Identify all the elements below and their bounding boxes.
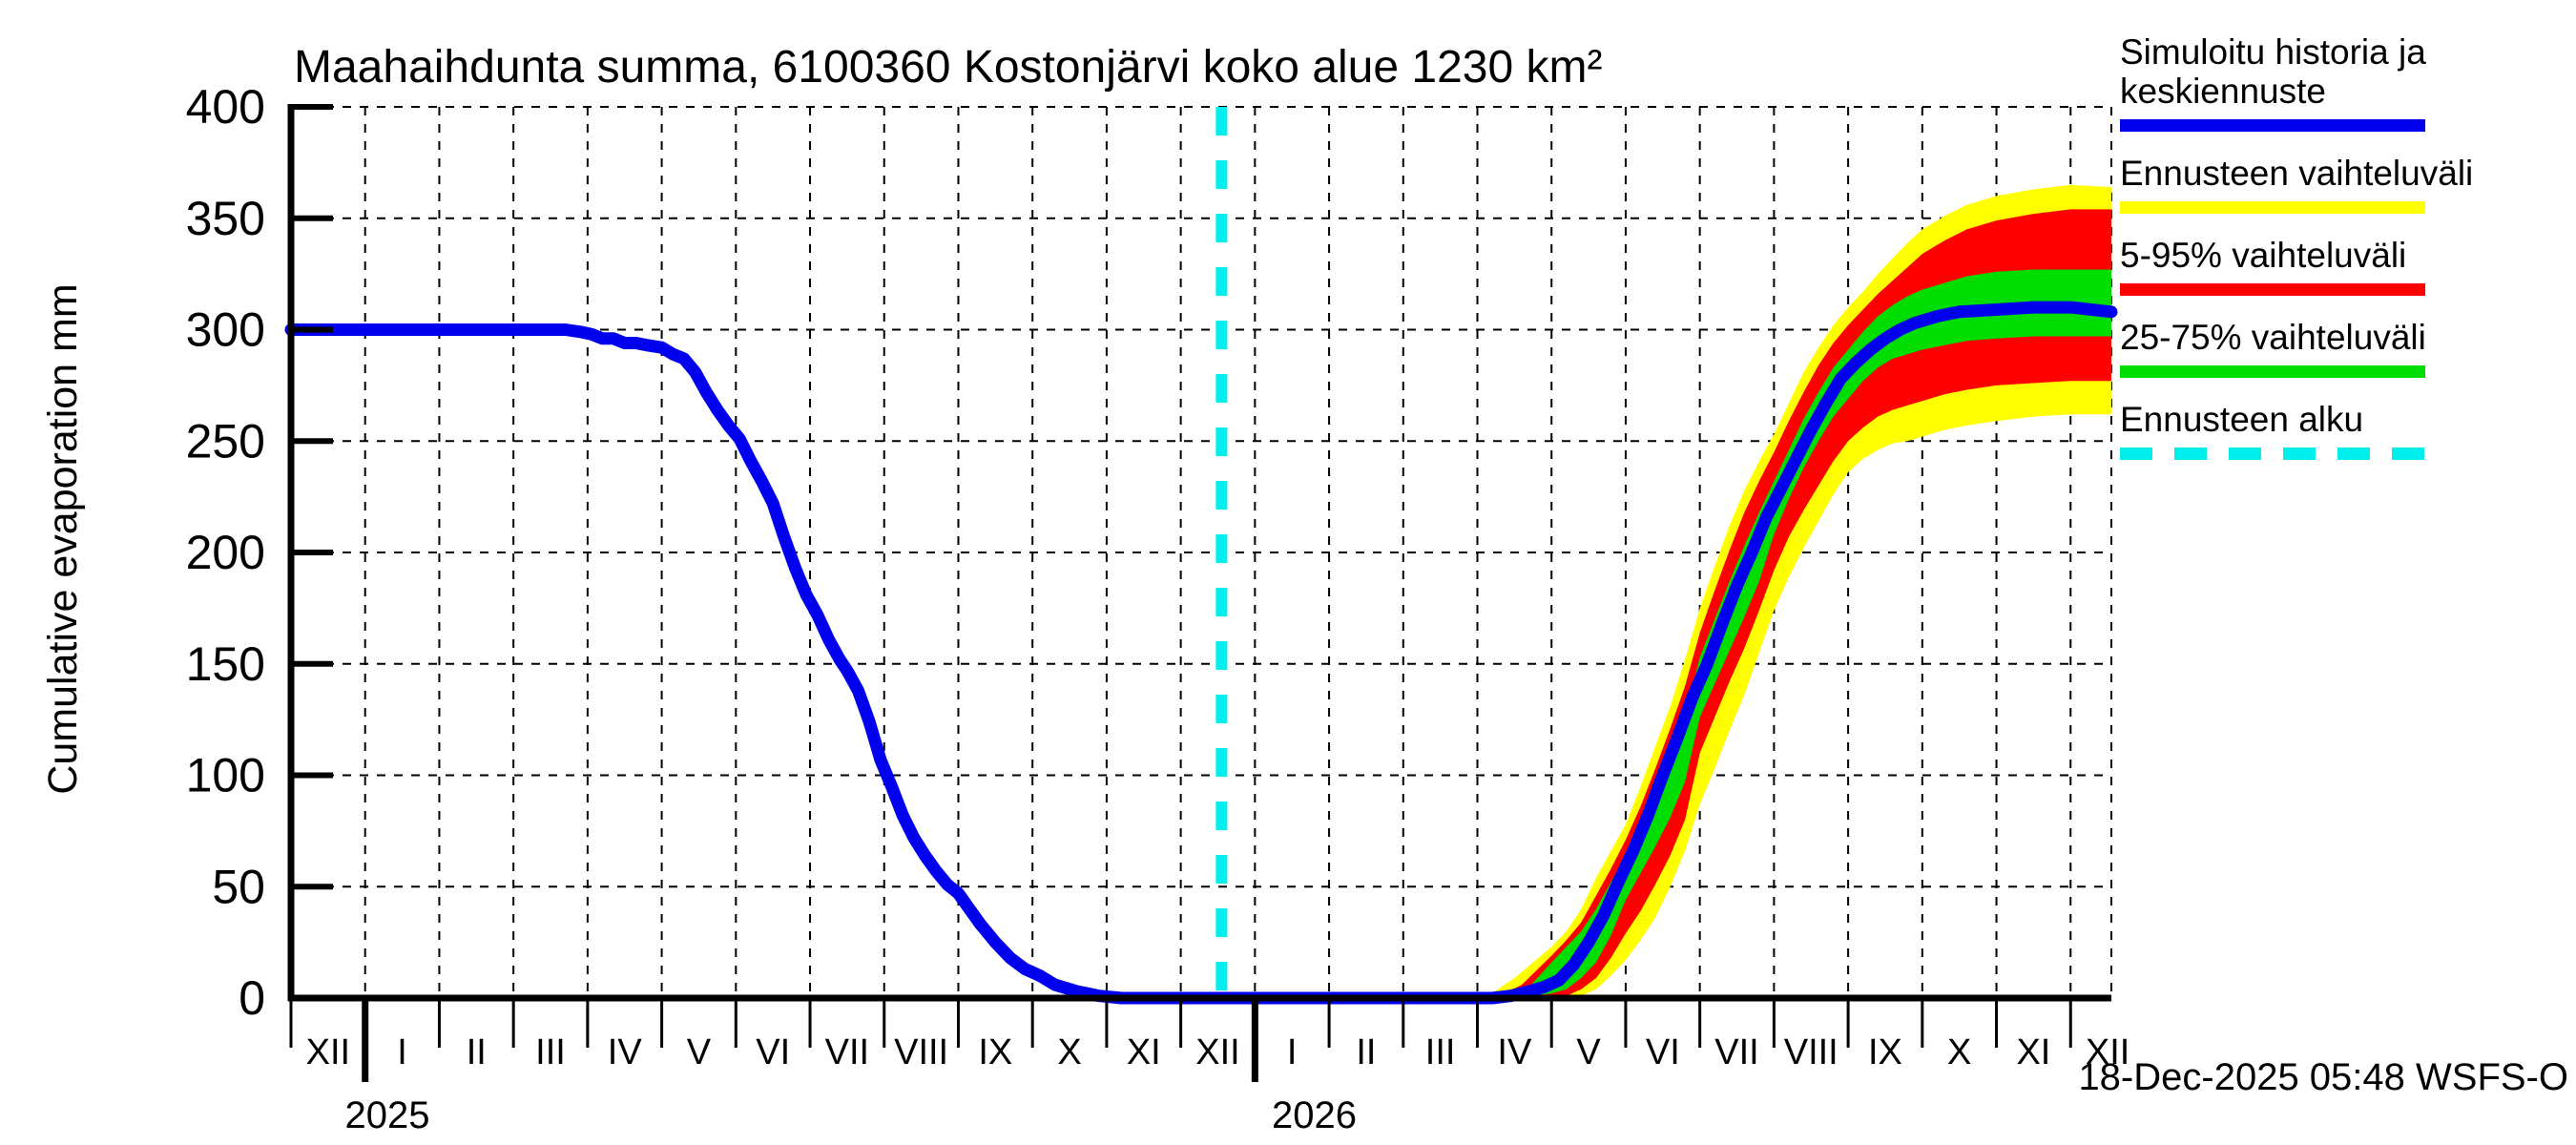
y-tick-label: 350 (186, 192, 265, 245)
x-tick-label: V (1576, 1032, 1601, 1072)
axes (287, 104, 2111, 1082)
legend-label: Ennusteen vaihteluväli (2120, 154, 2474, 193)
legend-line-sample-red (2120, 283, 2425, 296)
x-year-label: 2025 (345, 1094, 430, 1136)
legend-line-sample-yellow (2120, 201, 2425, 214)
legend-line-sample-green (2120, 365, 2425, 378)
legend-entry-25-75: 25-75% vaihteluväli (2120, 318, 2573, 378)
x-tick-label: IX (978, 1032, 1012, 1072)
y-tick-label: 0 (239, 971, 265, 1025)
x-tick-label: V (687, 1032, 712, 1072)
y-axis-title: Cumulative evaporation mm (40, 283, 86, 794)
y-tick-label: 200 (186, 526, 265, 579)
x-tick-label: VII (825, 1032, 869, 1072)
x-tick-label: II (1356, 1032, 1376, 1072)
x-tick-label: XII (306, 1032, 350, 1072)
legend-line-sample-cyan-dashed (2120, 448, 2425, 460)
x-tick-label: XII (1195, 1032, 1239, 1072)
x-tick-label: XI (2016, 1032, 2050, 1072)
legend-label: Simuloitu historia ja keskiennuste (2120, 32, 2426, 111)
legend-label: Ennusteen alku (2120, 400, 2364, 439)
legend: Simuloitu historia ja keskiennuste Ennus… (2120, 32, 2573, 482)
legend-label: 25-75% vaihteluväli (2120, 318, 2426, 357)
forecast-median-line (1215, 301, 2118, 1005)
x-tick-label: X (1057, 1032, 1081, 1072)
x-tick-label: XI (1127, 1032, 1161, 1072)
history-line (284, 323, 1228, 1005)
y-tick-label: 100 (186, 749, 265, 802)
x-tick-label: VI (756, 1032, 790, 1072)
x-tick-label: VI (1646, 1032, 1680, 1072)
x-tick-label: IV (1497, 1032, 1532, 1072)
curves (284, 107, 2118, 1005)
x-tick-label: III (1425, 1032, 1456, 1072)
x-tick-label: VII (1714, 1032, 1758, 1072)
y-tick-label: 50 (212, 860, 265, 913)
legend-line-sample-blue (2120, 119, 2425, 132)
x-tick-label: X (1947, 1032, 1971, 1072)
legend-entry-5-95: 5-95% vaihteluväli (2120, 236, 2573, 296)
gridlines (291, 106, 2112, 998)
x-tick-label: VIII (894, 1032, 948, 1072)
band-25-75-green (1506, 269, 2111, 998)
chart-title: Maahaihdunta summa, 6100360 Kostonjärvi … (294, 42, 1603, 93)
legend-entry-minmax: Ennusteen vaihteluväli (2120, 154, 2573, 214)
x-tick-label: I (1287, 1032, 1298, 1072)
x-tick-label: I (397, 1032, 407, 1072)
legend-label: 5-95% vaihteluväli (2120, 236, 2407, 275)
x-year-label: 2026 (1272, 1094, 1357, 1136)
legend-entry-history: Simuloitu historia ja keskiennuste (2120, 32, 2573, 132)
x-tick-label: IV (608, 1032, 643, 1072)
x-tick-label: III (535, 1032, 566, 1072)
y-tick-label: 150 (186, 637, 265, 691)
timestamp-label: 18-Dec-2025 05:48 WSFS-O (2078, 1056, 2568, 1098)
y-tick-label: 300 (186, 303, 265, 357)
x-tick-label: XII (2086, 1032, 2129, 1072)
x-tick-label: IX (1868, 1032, 1902, 1072)
y-tick-label: 400 (186, 80, 265, 134)
y-tick-label: 250 (186, 414, 265, 468)
x-tick-label: II (467, 1032, 487, 1072)
x-tick-label: VIII (1784, 1032, 1839, 1072)
legend-entry-forecast-start: Ennusteen alku (2120, 400, 2573, 460)
